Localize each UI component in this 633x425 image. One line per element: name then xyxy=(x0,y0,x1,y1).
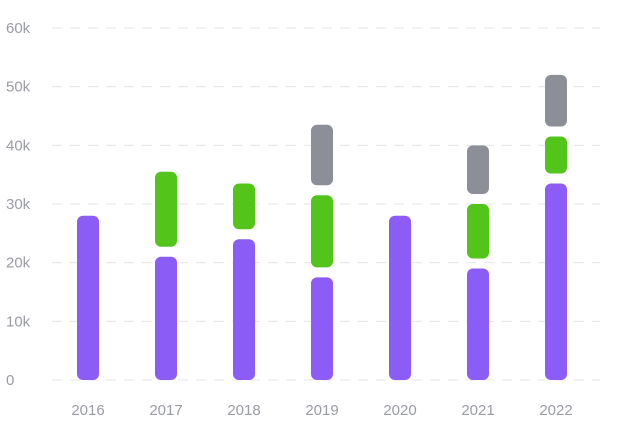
bar-segment-2021-s1 xyxy=(467,204,489,259)
y-tick-label: 10k xyxy=(6,313,31,330)
x-tick-label: 2021 xyxy=(461,402,494,419)
x-tick-label: 2019 xyxy=(305,402,338,419)
x-tick-label: 2020 xyxy=(383,402,416,419)
y-axis-ticks: 0 10k 20k 30k 40k 50k 60k xyxy=(6,20,31,389)
bars xyxy=(77,74,567,380)
y-tick-label: 50k xyxy=(6,79,31,96)
bar-segment-2016-s0 xyxy=(77,215,99,380)
x-tick-label: 2022 xyxy=(539,402,572,419)
x-tick-label: 2018 xyxy=(227,402,260,419)
bar-segment-2022-s0 xyxy=(545,183,567,380)
bar-segment-2022-s1 xyxy=(545,136,567,174)
y-tick-label: 40k xyxy=(6,137,31,154)
bar-segment-2017-s1 xyxy=(155,171,177,247)
bar-segment-2019-s1 xyxy=(311,195,333,268)
x-tick-label: 2016 xyxy=(71,402,104,419)
y-tick-label: 0 xyxy=(6,372,14,389)
bar-segment-2021-s2 xyxy=(467,145,489,194)
x-tick-label: 2017 xyxy=(149,402,182,419)
bar-segment-2020-s0 xyxy=(389,215,411,380)
bar-segment-2018-s0 xyxy=(233,239,255,380)
y-tick-label: 60k xyxy=(6,20,31,37)
bar-segment-2022-s2 xyxy=(545,74,567,127)
bar-segment-2017-s0 xyxy=(155,256,177,380)
bar-segment-2019-s2 xyxy=(311,124,333,186)
bar-segment-2018-s1 xyxy=(233,183,255,230)
y-tick-label: 30k xyxy=(6,196,31,213)
x-axis-ticks: 2016 2017 2018 2019 2020 2021 2022 xyxy=(71,402,572,419)
bar-segment-2019-s0 xyxy=(311,277,333,380)
bar-segment-2021-s0 xyxy=(467,268,489,380)
y-tick-label: 20k xyxy=(6,255,31,272)
